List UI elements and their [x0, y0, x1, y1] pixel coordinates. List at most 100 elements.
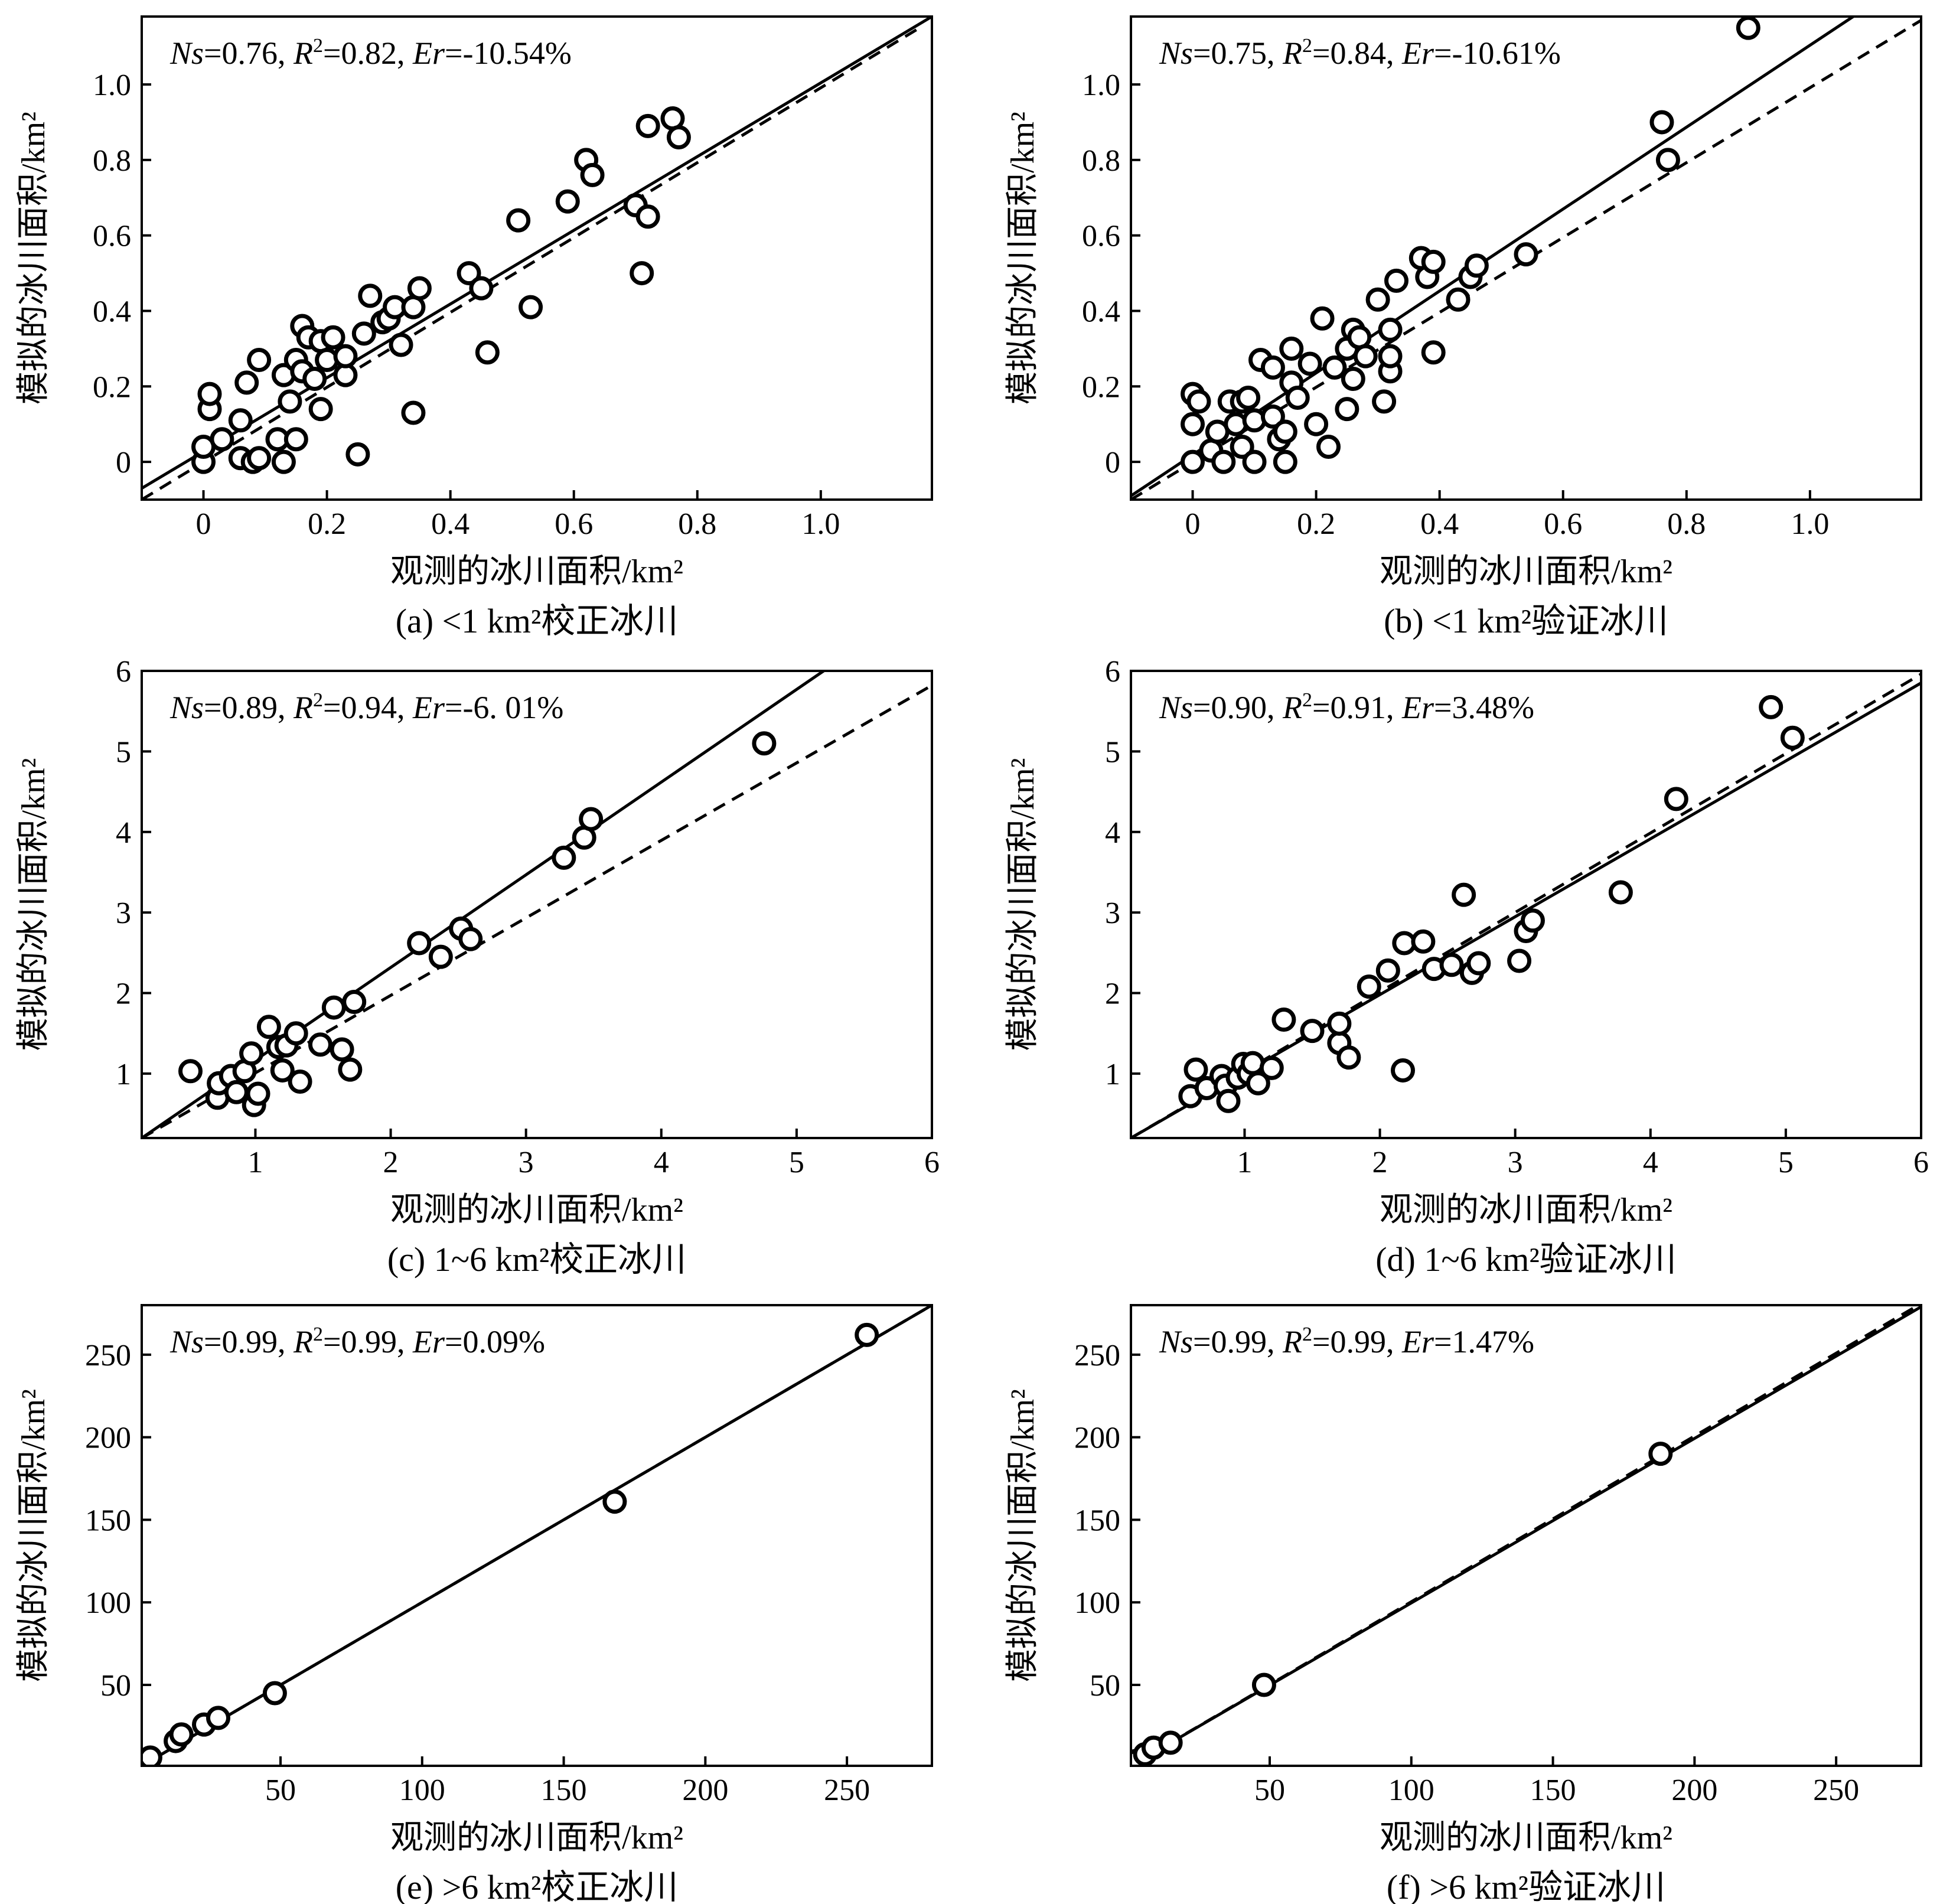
y-tick-label: 4: [116, 816, 131, 850]
data-point: [1285, 385, 1310, 410]
stats-r2-sup: 2: [1302, 35, 1312, 57]
y-tick-label: 200: [85, 1422, 131, 1455]
panel-a: 0 0.2 0.4 0.6 0.8 1.0 0 0.2 0.4 0.6 0.8 1.0 Ns=0.76,…: [15, 15, 933, 640]
data-point: [247, 446, 272, 471]
plot-frame: [141, 15, 933, 501]
y-axis-title: 模拟的冰川面积/km²: [1005, 112, 1041, 405]
reference-line: [142, 684, 932, 1138]
x-tick-label: 0.6: [1544, 507, 1582, 541]
data-point: [206, 1706, 230, 1730]
reference-line: [142, 27, 921, 500]
data-point: [338, 1057, 363, 1082]
data-point: [345, 442, 370, 467]
data-point: [457, 261, 481, 286]
y-tick-label: 200: [1074, 1422, 1120, 1455]
data-point: [1378, 317, 1403, 342]
x-tick-label: 100: [399, 1773, 445, 1807]
x-tick-label: 4: [1643, 1146, 1658, 1179]
data-point: [1759, 695, 1784, 719]
stats-r2-value: =0.91,: [1312, 690, 1402, 725]
data-point: [288, 1070, 312, 1094]
x-axis-title: 观测的冰川面积/km²: [390, 1192, 683, 1228]
x-tick-label: 5: [789, 1146, 804, 1179]
stats-annotation: Ns=0.99, R2=0.99, Er=0.09%: [169, 1323, 545, 1359]
data-point: [1452, 882, 1476, 907]
x-tick-label: 5: [1778, 1146, 1794, 1179]
data-point: [1240, 1051, 1265, 1075]
x-tick-label: 50: [1254, 1773, 1285, 1807]
y-tick-label: 2: [1105, 977, 1120, 1011]
data-point: [228, 408, 253, 433]
y-tick-label: 3: [1105, 896, 1120, 930]
stats-r2-sup: 2: [313, 35, 323, 57]
data-point: [1421, 249, 1446, 274]
data-point: [1316, 435, 1341, 459]
stats-r2-label: R: [293, 690, 313, 725]
data-point: [1391, 1058, 1416, 1083]
data-point: [210, 427, 234, 452]
y-tick-label: 0.8: [1082, 144, 1120, 178]
data-point: [752, 731, 777, 756]
plot-area: [1131, 1305, 1921, 1766]
plot-frame: [1130, 15, 1922, 501]
stats-er-value: =1.47%: [1434, 1324, 1534, 1359]
stats-er-label: Er: [412, 690, 445, 725]
panel-caption: (e) >6 km²校正冰川: [396, 1868, 679, 1904]
data-point: [1507, 948, 1532, 973]
data-point: [278, 389, 302, 414]
data-point: [635, 204, 660, 229]
stats-annotation: Ns=0.99, R2=0.99, Er=1.47%: [1159, 1323, 1534, 1359]
data-point: [1158, 1730, 1183, 1755]
data-point: [246, 1081, 270, 1106]
data-point: [602, 1489, 627, 1514]
data-point: [506, 208, 531, 233]
data-point: [283, 1021, 308, 1046]
data-point: [1446, 287, 1471, 312]
data-point: [1365, 287, 1390, 312]
data-point: [1466, 951, 1491, 976]
x-tick-label: 0.8: [1667, 507, 1706, 541]
y-tick-label: 1: [1105, 1058, 1120, 1091]
y-tick-label: 1.0: [93, 69, 131, 102]
stats-r2-value: =0.99,: [1312, 1324, 1402, 1359]
stats-ns-label: Ns: [1159, 1324, 1193, 1359]
data-point: [1230, 435, 1254, 459]
stats-er-label: Er: [412, 1324, 445, 1359]
data-point: [1216, 1088, 1241, 1113]
data-point: [308, 397, 333, 422]
data-point: [580, 162, 605, 187]
data-point: [351, 321, 376, 346]
data-point: [1259, 1055, 1284, 1080]
stats-er-label: Er: [1401, 690, 1434, 725]
stats-er-label: Er: [1401, 1324, 1434, 1359]
x-tick-label: 0.4: [431, 507, 469, 541]
data-point: [1211, 449, 1236, 474]
data-point: [342, 990, 367, 1015]
stats-ns-value: =0.90,: [1193, 690, 1283, 725]
y-tick-label: 0: [1105, 446, 1120, 480]
data-point: [389, 332, 413, 357]
data-point: [407, 276, 432, 301]
x-axis-title: 观测的冰川面积/km²: [390, 553, 683, 590]
data-point: [1186, 389, 1211, 414]
x-tick-label: 6: [924, 1146, 940, 1179]
data-point: [401, 400, 426, 425]
data-point: [178, 1059, 203, 1084]
plot-area: [142, 671, 932, 1138]
data-point: [283, 427, 308, 452]
data-point: [1273, 419, 1297, 444]
stats-annotation: Ns=0.89, R2=0.94, Er=-6. 01%: [169, 689, 563, 725]
stats-annotation: Ns=0.76, R2=0.82, Er=-10.54%: [169, 35, 572, 71]
stats-ns-value: =0.75,: [1193, 35, 1283, 71]
x-tick-label: 2: [1372, 1146, 1388, 1179]
data-point: [239, 1041, 264, 1066]
data-point: [1384, 268, 1408, 293]
y-tick-label: 5: [1105, 735, 1120, 769]
stats-er-value: =3.48%: [1434, 690, 1534, 725]
data-point: [630, 261, 654, 286]
x-tick-label: 150: [541, 1773, 587, 1807]
data-point: [458, 927, 483, 951]
stats-r2-value: =0.82,: [323, 35, 413, 71]
y-tick-label: 0.8: [93, 144, 131, 178]
